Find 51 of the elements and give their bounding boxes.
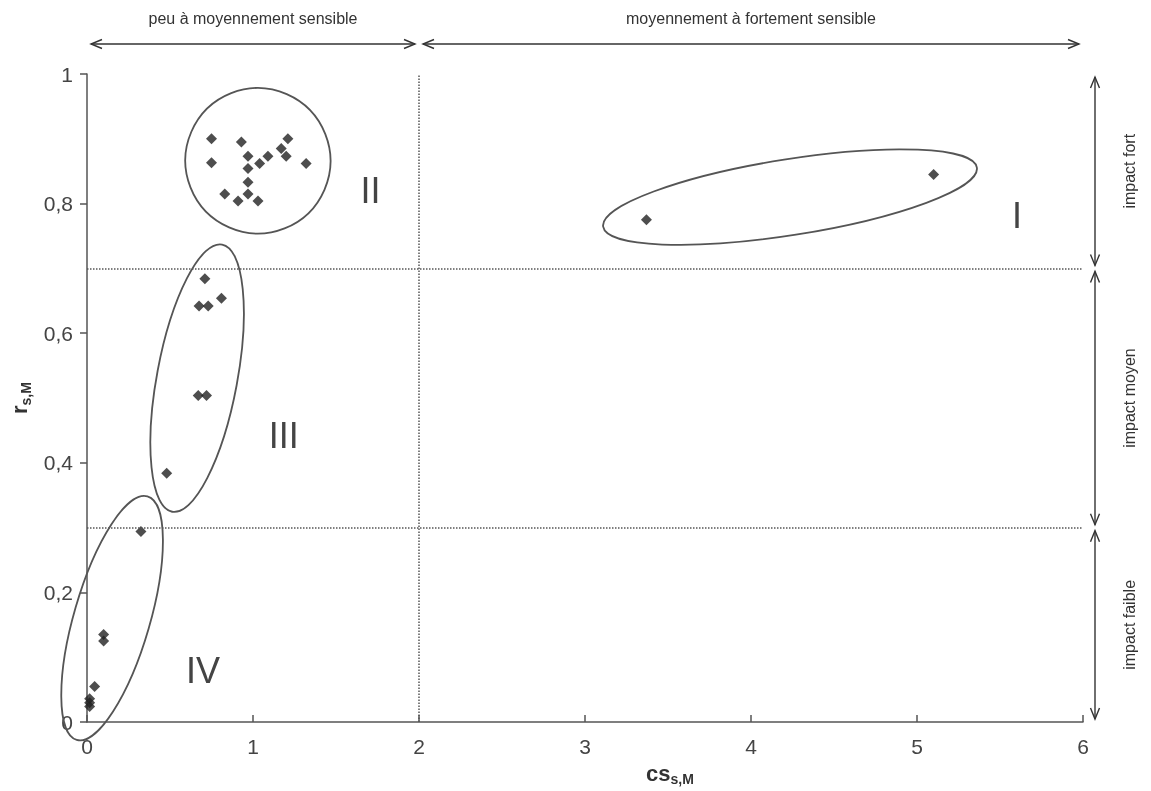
annotation: IV	[185, 649, 220, 691]
x-tick-label: 0	[81, 735, 93, 759]
point	[242, 163, 254, 175]
text: impact fort	[1121, 133, 1138, 209]
y-tick-label: 0,2	[43, 580, 73, 604]
point	[242, 176, 254, 188]
text: impact faible	[1121, 579, 1138, 670]
point	[202, 300, 214, 312]
annotation: I	[1011, 195, 1022, 237]
x-tick-label: 2	[413, 735, 425, 759]
point	[242, 150, 254, 162]
point	[135, 526, 147, 538]
y-tick-label: 0,6	[43, 321, 73, 345]
point	[252, 195, 264, 207]
point	[161, 467, 173, 479]
point	[242, 188, 254, 200]
point	[206, 133, 217, 145]
point	[232, 195, 244, 207]
point	[201, 389, 213, 401]
point	[193, 300, 205, 312]
point	[98, 635, 110, 647]
y-tick-label: 0,8	[43, 192, 73, 216]
x-tick-label: 6	[1077, 735, 1089, 759]
point	[192, 389, 204, 401]
x-tick-label: 1	[247, 735, 259, 759]
point	[300, 157, 312, 169]
point	[640, 214, 652, 226]
text: peu à moyennement sensible	[148, 10, 358, 27]
y-axis-title: rs,M	[7, 382, 34, 414]
point	[219, 188, 231, 200]
x-tick-label: 3	[579, 735, 591, 759]
point	[282, 133, 294, 145]
x-tick-label: 4	[745, 735, 758, 759]
point	[262, 150, 274, 162]
y-tick-label: 1	[61, 62, 73, 86]
point	[254, 157, 266, 169]
point	[235, 136, 247, 148]
text: impact moyen	[1121, 348, 1138, 448]
text: moyennement à fortement sensible	[626, 10, 877, 27]
point	[280, 150, 292, 162]
point	[89, 680, 101, 692]
annotation: II	[360, 170, 381, 212]
annotation: III	[268, 414, 299, 456]
y-tick-label: 0,4	[43, 451, 74, 475]
x-tick-label: 5	[911, 735, 923, 759]
point	[84, 701, 96, 713]
point	[206, 157, 217, 169]
point	[215, 292, 227, 304]
point	[275, 143, 287, 155]
point	[199, 273, 211, 285]
point	[928, 168, 940, 180]
